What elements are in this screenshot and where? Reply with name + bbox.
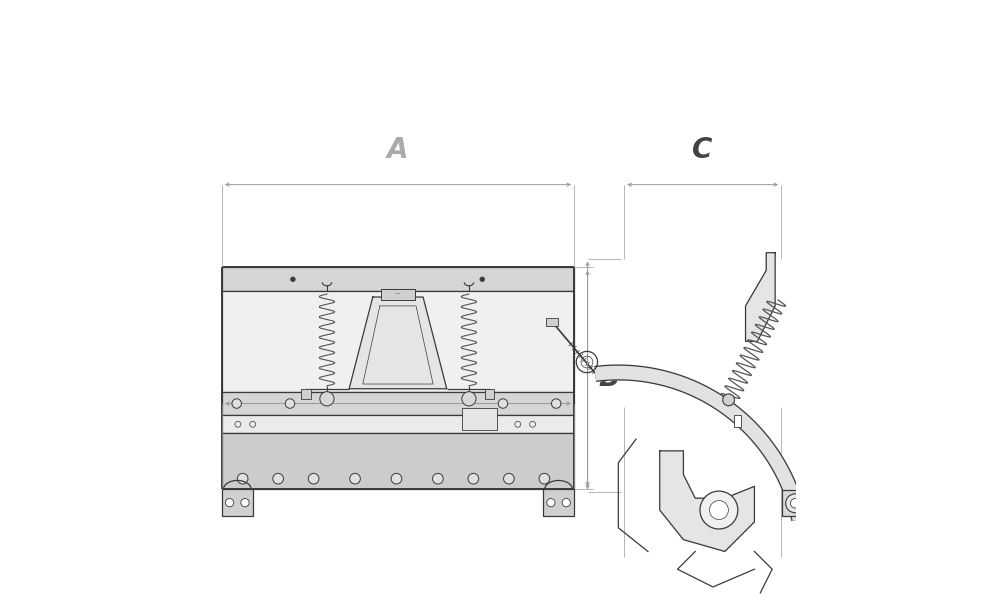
Circle shape [462,392,476,406]
Circle shape [232,399,241,408]
Circle shape [225,499,234,507]
Bar [222,490,253,516]
Bar [546,317,558,326]
Bar [222,415,574,433]
Polygon shape [660,451,754,551]
Text: B: B [598,364,619,392]
Bar [462,407,497,430]
Circle shape [547,499,555,507]
Circle shape [320,392,334,406]
Bar [301,389,311,400]
Circle shape [285,399,295,408]
Circle shape [273,473,283,484]
Circle shape [539,473,550,484]
Circle shape [468,473,479,484]
Circle shape [723,394,735,406]
Polygon shape [595,365,806,520]
Circle shape [551,399,561,408]
Bar [734,415,741,427]
Bar [222,291,574,392]
Bar [222,268,574,291]
Circle shape [504,473,514,484]
Polygon shape [746,253,775,341]
Circle shape [562,499,570,507]
Circle shape [786,494,805,513]
Circle shape [350,473,360,484]
Polygon shape [349,297,447,389]
Circle shape [308,473,319,484]
Circle shape [498,399,508,408]
Text: C: C [692,136,713,164]
Circle shape [241,499,249,507]
Bar [222,392,574,415]
Circle shape [237,473,248,484]
Text: —: — [395,292,401,296]
Bar [381,289,415,300]
Circle shape [391,473,402,484]
Bar [543,490,574,516]
Circle shape [433,473,443,484]
Circle shape [700,491,738,529]
Bar [222,433,574,490]
Circle shape [790,499,800,508]
Circle shape [709,500,728,520]
Bar [485,389,494,400]
Circle shape [291,277,295,281]
Circle shape [480,277,485,281]
Text: A: A [387,136,409,164]
Bar [782,490,808,517]
